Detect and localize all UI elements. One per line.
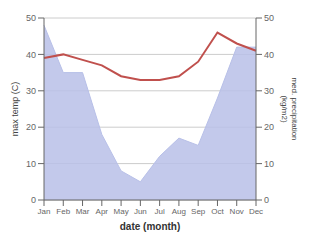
svg-text:Mar: Mar	[76, 207, 90, 216]
svg-text:Jun: Jun	[134, 207, 147, 216]
svg-text:0: 0	[264, 195, 269, 205]
svg-text:May: May	[114, 207, 129, 216]
svg-text:Feb: Feb	[56, 207, 70, 216]
svg-text:30: 30	[26, 86, 36, 96]
svg-text:30: 30	[264, 86, 274, 96]
svg-text:0: 0	[31, 195, 36, 205]
svg-text:Oct: Oct	[211, 207, 224, 216]
svg-text:10: 10	[264, 159, 274, 169]
svg-text:50: 50	[26, 13, 36, 23]
svg-text:Aug: Aug	[172, 207, 186, 216]
svg-text:10: 10	[26, 159, 36, 169]
svg-text:Dec: Dec	[249, 207, 263, 216]
svg-text:date (month): date (month)	[120, 221, 181, 232]
svg-text:Sep: Sep	[191, 207, 206, 216]
svg-text:20: 20	[26, 122, 36, 132]
svg-text:40: 40	[264, 50, 274, 60]
svg-text:20: 20	[264, 122, 274, 132]
svg-text:med. precipitation(kg/m2): med. precipitation(kg/m2)	[280, 77, 299, 140]
svg-text:Nov: Nov	[230, 207, 244, 216]
svg-text:50: 50	[264, 13, 274, 23]
svg-text:Jul: Jul	[155, 207, 165, 216]
svg-text:Apr: Apr	[96, 207, 109, 216]
svg-text:40: 40	[26, 50, 36, 60]
svg-text:max temp (C): max temp (C)	[10, 82, 20, 137]
svg-text:Jan: Jan	[38, 207, 51, 216]
